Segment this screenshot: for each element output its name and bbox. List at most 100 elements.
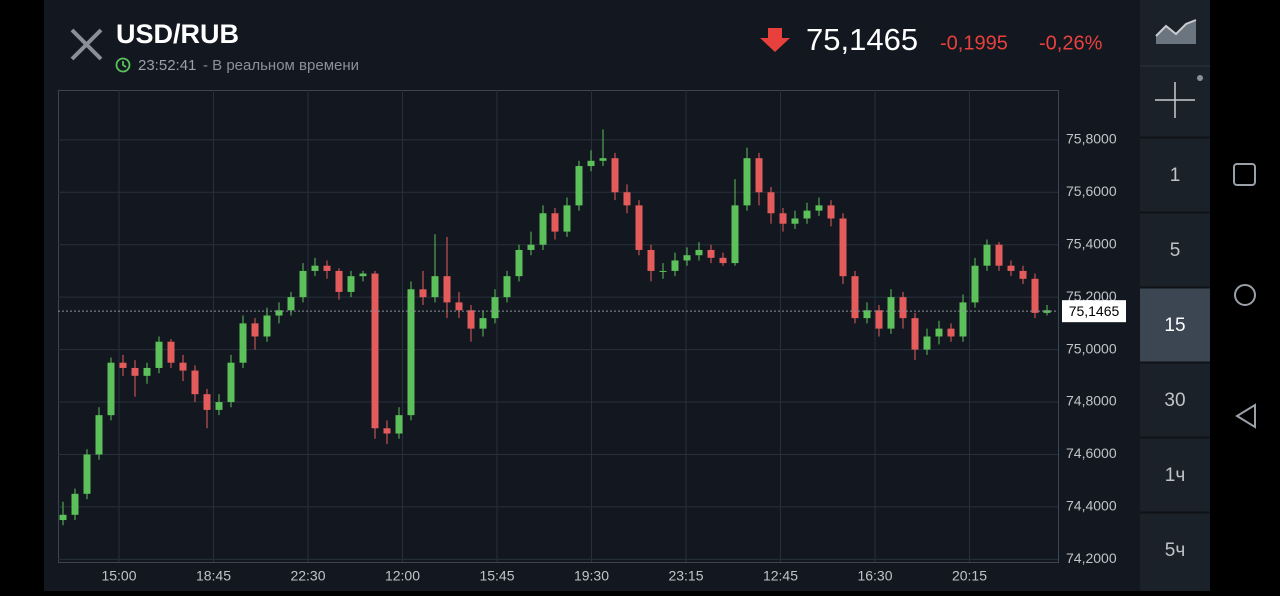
down-arrow	[760, 28, 790, 52]
candle-body	[959, 302, 967, 337]
candle-body	[563, 205, 571, 232]
candle-body	[815, 205, 823, 211]
candle-body	[887, 297, 895, 329]
timeframe-label: 30	[1164, 390, 1185, 411]
candle-body	[275, 310, 283, 316]
candle-body	[119, 362, 127, 368]
candle-body	[1031, 278, 1039, 313]
candle-body	[659, 270, 667, 272]
x-tick-label: 15:45	[479, 568, 514, 584]
candle-body	[323, 265, 331, 271]
candle-body	[59, 514, 67, 521]
candle-body	[767, 192, 775, 214]
candle-body	[755, 158, 763, 193]
candle-body	[179, 362, 187, 371]
chart-type-icon[interactable]	[1155, 19, 1197, 44]
chart-frame	[58, 90, 1059, 563]
candle-body	[575, 166, 583, 206]
candle-body	[611, 158, 619, 193]
candle-body	[371, 273, 379, 429]
candle-body	[923, 336, 931, 350]
candle-body	[383, 428, 391, 434]
x-tick-label: 18:45	[196, 568, 231, 584]
timeframe-button[interactable]	[1140, 138, 1210, 212]
candle-body	[431, 276, 439, 298]
candle-body	[779, 213, 787, 224]
timeframe-button[interactable]	[1140, 513, 1210, 587]
candle-body	[1019, 270, 1027, 279]
candle-body	[491, 297, 499, 319]
y-tick-label: 75,6000	[1066, 183, 1117, 199]
candle-body	[455, 302, 463, 311]
candle-body	[191, 370, 199, 395]
candle-body	[911, 318, 919, 350]
candle-body	[167, 341, 175, 363]
candle-body	[695, 249, 703, 256]
current-price-label: 75,1465	[1069, 303, 1120, 319]
clock-time: 23:52:41	[138, 57, 196, 74]
recent-button[interactable]	[1233, 163, 1256, 186]
candle-body	[143, 367, 151, 376]
candle-body	[239, 323, 247, 363]
home-button[interactable]	[1234, 284, 1256, 306]
candle-body	[863, 310, 871, 319]
x-tick-label: 20:15	[952, 568, 987, 584]
candle-body	[335, 270, 343, 292]
timeframe-button[interactable]	[1140, 438, 1210, 512]
candle-body	[215, 402, 223, 410]
candle-body	[407, 289, 415, 416]
status-text: - В реальном времени	[203, 57, 359, 74]
y-tick-label: 75,8000	[1066, 131, 1117, 147]
y-tick-label: 74,2000	[1066, 550, 1117, 566]
candle-body	[227, 362, 235, 403]
candle-body	[419, 289, 427, 298]
candle-body	[827, 205, 835, 219]
timeframe-label: 1	[1170, 165, 1181, 186]
candle-body	[515, 249, 523, 277]
timeframe-button[interactable]	[1140, 288, 1210, 362]
x-tick-label: 23:15	[668, 568, 703, 584]
candle-body	[743, 158, 751, 206]
candle-body	[503, 276, 511, 298]
y-tick-label: 74,4000	[1066, 498, 1117, 514]
current-price-box	[1062, 300, 1126, 323]
candle-body	[479, 318, 487, 329]
candle-body	[635, 205, 643, 250]
back-button[interactable]	[1235, 403, 1256, 429]
candle-body	[647, 249, 655, 271]
timeframe-label: 5ч	[1165, 540, 1185, 561]
candle-body	[359, 273, 367, 277]
close-button[interactable]	[70, 28, 103, 61]
candle-body	[935, 328, 943, 337]
candle-body	[395, 415, 403, 434]
candle-body	[347, 276, 355, 292]
candle-body	[623, 192, 631, 206]
clock-icon	[115, 57, 131, 73]
x-tick-label: 19:30	[574, 568, 609, 584]
candle-body	[443, 276, 451, 303]
candle-body	[983, 244, 991, 266]
change-pct: -0,26%	[1039, 32, 1103, 54]
candle-body	[803, 210, 811, 219]
y-tick-label: 74,8000	[1066, 393, 1117, 409]
candle-body	[539, 213, 547, 245]
y-tick-label: 74,6000	[1066, 445, 1117, 461]
candle-body	[875, 310, 883, 329]
candle-body	[527, 244, 535, 250]
crosshair-icon[interactable]	[1155, 75, 1203, 118]
timeframe-label: 15	[1164, 315, 1185, 336]
timeframe-button[interactable]	[1140, 213, 1210, 287]
y-tick-label: 75,2000	[1066, 288, 1117, 304]
candle-body	[947, 328, 955, 337]
x-tick-label: 12:00	[385, 568, 420, 584]
candle-body	[995, 244, 1003, 266]
candle-body	[287, 297, 295, 311]
y-tick-label: 75,0000	[1066, 340, 1117, 356]
candle-body	[683, 255, 691, 261]
change: -0,1995	[940, 32, 1008, 54]
timeframe-button[interactable]	[1140, 363, 1210, 437]
pair-title: USD/RUB	[116, 19, 239, 49]
timeframe-label: 5	[1170, 240, 1181, 261]
